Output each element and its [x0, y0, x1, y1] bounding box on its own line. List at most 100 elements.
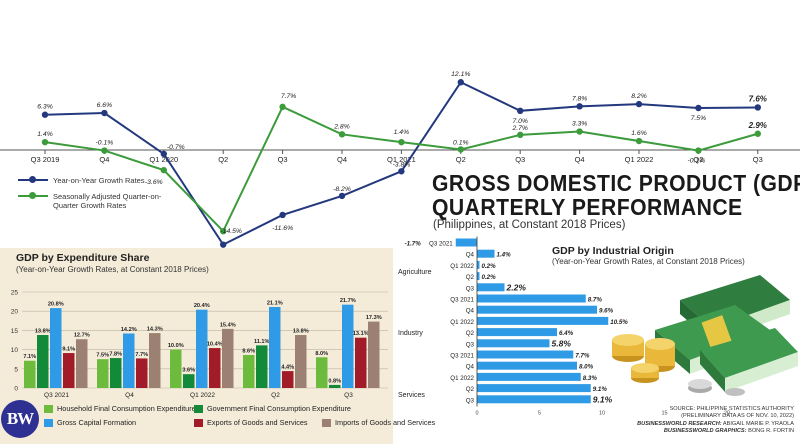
row-label: Q3 2021	[450, 353, 474, 360]
yoy-data-label: -3.8%	[393, 161, 411, 168]
credit-graphics: BUSINESSWORLD GRAPHICS: BONG R. FORTIN	[560, 428, 794, 435]
yoy-data-label: -11.6%	[272, 225, 293, 232]
expenditure-bar-label: 13.8%	[293, 329, 309, 335]
expenditure-bar	[295, 335, 307, 388]
qoq-data-label: 1.4%	[394, 129, 410, 136]
expenditure-bar	[256, 345, 268, 388]
yoy-data-label: 7.8%	[572, 95, 588, 102]
expenditure-bar-label: 13.8%	[35, 329, 51, 335]
yoy-data-label: 6.3%	[37, 104, 53, 111]
x-tick-label: Q3 2019	[31, 155, 60, 164]
legend-label-household: Household Final Consumption Expenditure	[57, 404, 196, 413]
line-chart-legend: Year-on-Year Growth Rates Seasonally Adj…	[18, 176, 183, 217]
legend-swatch-household	[44, 404, 53, 413]
expenditure-bar-label: 4.4%	[281, 365, 294, 371]
expenditure-bar	[149, 333, 161, 388]
row-label: Q2	[466, 330, 475, 337]
yoy-point	[635, 100, 643, 108]
expenditure-bar	[123, 333, 135, 388]
qoq-data-label: 2.9%	[748, 121, 767, 130]
qoq-point	[457, 146, 464, 153]
x-tick-label: Q1 2021	[387, 155, 416, 164]
yoy-data-label: -0.7%	[167, 144, 185, 151]
x-tick-label: Q4	[337, 155, 347, 164]
row-label: Q1 2022	[450, 375, 474, 382]
industry-bar-label: 10.5%	[610, 319, 628, 326]
industry-bar	[477, 305, 597, 314]
expenditure-bar	[368, 321, 380, 388]
qoq-data-label: -0.1%	[96, 140, 114, 147]
industry-bar-label: 6.4%	[559, 330, 574, 337]
industry-bar-label: 8.7%	[588, 297, 603, 304]
y-tick-label: 25	[11, 290, 19, 297]
credit-graphics-label: BUSINESSWORLD GRAPHICS:	[663, 427, 747, 434]
main-title-line2: QUARTERLY PERFORMANCE	[432, 194, 743, 220]
legend-swatch-imports	[322, 418, 331, 427]
credit-research: BUSINESSWORLD RESEARCH: ABIGAIL MARIE P.…	[560, 421, 794, 428]
cash-bundles-icon	[655, 275, 798, 392]
x-tick-label: 15	[661, 411, 667, 417]
yoy-point	[398, 168, 405, 175]
industry-bar	[477, 384, 591, 393]
x-tick-label: Q3	[753, 155, 763, 164]
expenditure-bar-label: 15.4%	[220, 322, 236, 328]
x-tick-label: Q2	[218, 155, 228, 164]
expenditure-bar	[269, 306, 281, 388]
credit-research-label: BUSINESSWORLD RESEARCH:	[637, 420, 722, 427]
expenditure-bar-label: 8.0%	[315, 351, 328, 357]
legend-swatch-yoy	[18, 176, 48, 184]
industry-bar-label: 5.8%	[552, 338, 572, 348]
legend-item-yoy: Year-on-Year Growth Rates	[18, 176, 183, 185]
legend-label-exports: Exports of Goods and Services	[207, 418, 308, 427]
x-tick-label: Q1 2022	[625, 155, 654, 164]
expenditure-bar-label: 17.3%	[366, 315, 382, 321]
qoq-point	[754, 130, 761, 137]
yoy-data-label: 12.1%	[451, 71, 470, 78]
main-subtitle: (Philippines, at Constant 2018 Prices)	[433, 219, 626, 231]
expenditure-bar	[170, 349, 182, 388]
expenditure-bar	[196, 309, 208, 388]
industry-bar	[477, 339, 550, 348]
industry-subtitle: (Year-on-Year Growth Rates, at Constant …	[552, 257, 745, 266]
expenditure-bar-label: 7.5%	[96, 353, 109, 359]
y-tick-label: 15	[11, 328, 19, 335]
group-label: Agriculture	[398, 269, 432, 276]
expenditure-bar-label: 13.1%	[353, 331, 369, 337]
category-label: Q1 2022	[190, 392, 215, 399]
x-tick-label: Q4	[99, 155, 109, 164]
legend-label-capital: Gross Capital Formation	[57, 418, 137, 427]
yoy-data-label: 7.0%	[512, 118, 528, 125]
row-label: Q2	[466, 274, 475, 281]
qoq-data-label: -0.1%	[688, 158, 706, 165]
x-tick-label: Q3	[515, 155, 525, 164]
expenditure-bar-label: 21.7%	[340, 298, 356, 304]
industry-bar	[477, 372, 581, 381]
expenditure-bar	[342, 304, 354, 388]
expenditure-bar	[355, 337, 367, 388]
main-title-line1: GROSS DOMESTIC PRODUCT (GDP)	[432, 170, 800, 196]
expenditure-bar-label: 20.4%	[194, 303, 210, 309]
row-label: Q4	[466, 252, 475, 259]
industry-title: GDP by Industrial Origin	[552, 245, 674, 257]
legend-item-qoq: Seasonally Adjusted Quarter-on-Quarter G…	[18, 192, 183, 210]
legend-item-capital: Gross Capital Formation	[44, 418, 194, 427]
x-tick-label: Q1 2020	[149, 155, 178, 164]
yoy-point	[220, 241, 227, 248]
credit-graphics-name: BONG R. FORTIN	[748, 427, 794, 434]
qoq-point	[279, 103, 286, 111]
industry-bar	[477, 272, 480, 281]
yoy-data-label: 6.6%	[97, 102, 113, 109]
qoq-data-label: 7.7%	[281, 93, 297, 100]
industry-bar	[477, 249, 495, 258]
expenditure-bar-label: 8.6%	[242, 348, 255, 354]
credits-block: SOURCE: PHILIPPINE STATISTICS AUTHORITY …	[560, 406, 794, 435]
industry-bar	[477, 350, 574, 359]
industry-bar-label: 7.7%	[575, 353, 590, 360]
industry-bar-label: 9.1%	[593, 394, 613, 404]
x-tick-label: 10	[599, 411, 605, 417]
legend-swatch-capital	[44, 418, 53, 427]
qoq-point	[576, 128, 583, 135]
y-tick-label: 5	[14, 366, 18, 373]
